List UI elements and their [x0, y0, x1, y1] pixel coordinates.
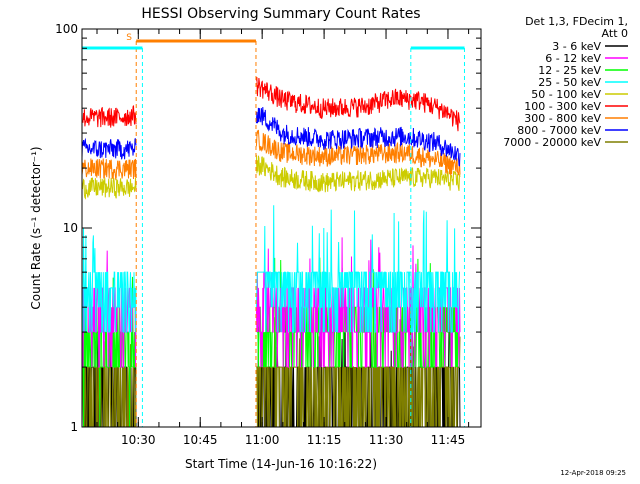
axes: 10:30 10:45 11:00 11:15 11:30 11:45 1 10 100 — [55, 22, 481, 447]
series-line — [82, 77, 461, 132]
legend-header: Att 0 — [602, 27, 628, 40]
series-line — [82, 129, 461, 181]
legend-label: 3 - 6 keV — [552, 40, 601, 53]
y-tick-label: 10 — [63, 221, 78, 235]
legend-label: 7000 - 20000 keV — [503, 136, 601, 149]
legend-label: 800 - 7000 keV — [517, 124, 601, 137]
legend-header: Det 1,3, FDecim 1, — [525, 15, 628, 28]
x-tick-label: 10:45 — [183, 433, 218, 447]
legend-label: 100 - 300 keV — [524, 100, 601, 113]
legend-label: 50 - 100 keV — [531, 88, 601, 101]
timestamp: 12-Apr-2018 09:25 — [560, 469, 626, 477]
y-tick-label: 100 — [55, 22, 78, 36]
flag-label: S — [126, 33, 132, 43]
y-axis-label: Count Rate (s⁻¹ detector⁻¹) — [29, 146, 43, 309]
series-line — [82, 154, 461, 200]
y-tick-label: 1 — [70, 420, 78, 434]
x-tick-label: 11:45 — [431, 433, 466, 447]
plot-area: SN — [82, 33, 465, 427]
x-tick-label: 11:30 — [369, 433, 404, 447]
x-tick-label: 11:00 — [245, 433, 280, 447]
legend-label: 25 - 50 keV — [538, 76, 601, 89]
series-line — [82, 205, 460, 333]
chart-title: HESSI Observing Summary Count Rates — [141, 6, 420, 22]
series-line — [82, 311, 461, 427]
x-axis-label: Start Time (14-Jun-16 10:16:22) — [185, 457, 377, 471]
legend-label: 6 - 12 keV — [545, 52, 601, 65]
x-tick-label: 11:15 — [307, 433, 342, 447]
legend-label: 12 - 25 keV — [538, 64, 601, 77]
legend-label: 300 - 800 keV — [524, 112, 601, 125]
series-line — [82, 106, 461, 167]
x-tick-label: 10:30 — [121, 433, 156, 447]
